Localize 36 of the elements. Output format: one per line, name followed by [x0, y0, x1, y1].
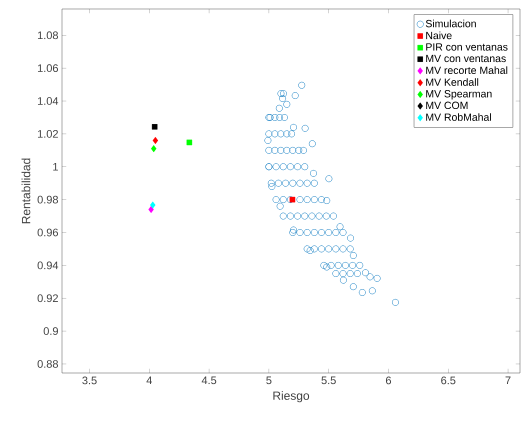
x-tick-label: 3.5 — [82, 376, 97, 384]
legend-label: MV Spearman — [426, 90, 492, 100]
y-tick-label: 1 — [53, 162, 58, 171]
x-axis-title: Riesgo — [273, 391, 310, 402]
legend-label: MV RobMahal — [426, 113, 491, 121]
y-tick-label: 0.92 — [38, 294, 58, 302]
point — [152, 124, 158, 130]
point — [152, 136, 158, 144]
y-tick-label: 1.04 — [38, 97, 58, 105]
legend-label: MV recorte Mahal — [426, 66, 508, 74]
y-tick-label: 0.96 — [38, 228, 58, 236]
x-tick-label: 6 — [386, 376, 392, 384]
y-tick-label: 1.06 — [38, 64, 58, 72]
x-tick-label: 4.5 — [202, 376, 216, 384]
x-tick-label: 7 — [506, 376, 511, 384]
legend-label: Naive — [426, 32, 452, 40]
x-tick-label: 5.5 — [321, 376, 336, 384]
y-tick-label: 0.88 — [38, 360, 58, 368]
y-tick-label: 1.02 — [38, 130, 58, 138]
legend-label: PIR con ventanas — [426, 43, 508, 51]
x-tick-label: 5 — [266, 376, 272, 384]
legend-label: MV con ventanas — [426, 54, 506, 62]
legend-label: MV COM — [426, 102, 468, 110]
y-axis-title: Rentabilidad — [22, 158, 30, 224]
point — [290, 196, 296, 202]
y-tick-label: 0.94 — [38, 261, 58, 270]
point — [150, 201, 156, 209]
y-tick-label: 0.9 — [44, 327, 58, 335]
y-tick-label: 0.98 — [38, 196, 58, 204]
legend-label: MV Kendall — [426, 78, 478, 86]
point — [186, 140, 192, 146]
legend-label: Simulacion — [426, 20, 476, 28]
x-tick-label: 6.5 — [441, 376, 456, 384]
y-tick-label: 1.08 — [38, 31, 58, 40]
point — [150, 145, 156, 152]
x-tick-label: 4 — [146, 376, 152, 384]
